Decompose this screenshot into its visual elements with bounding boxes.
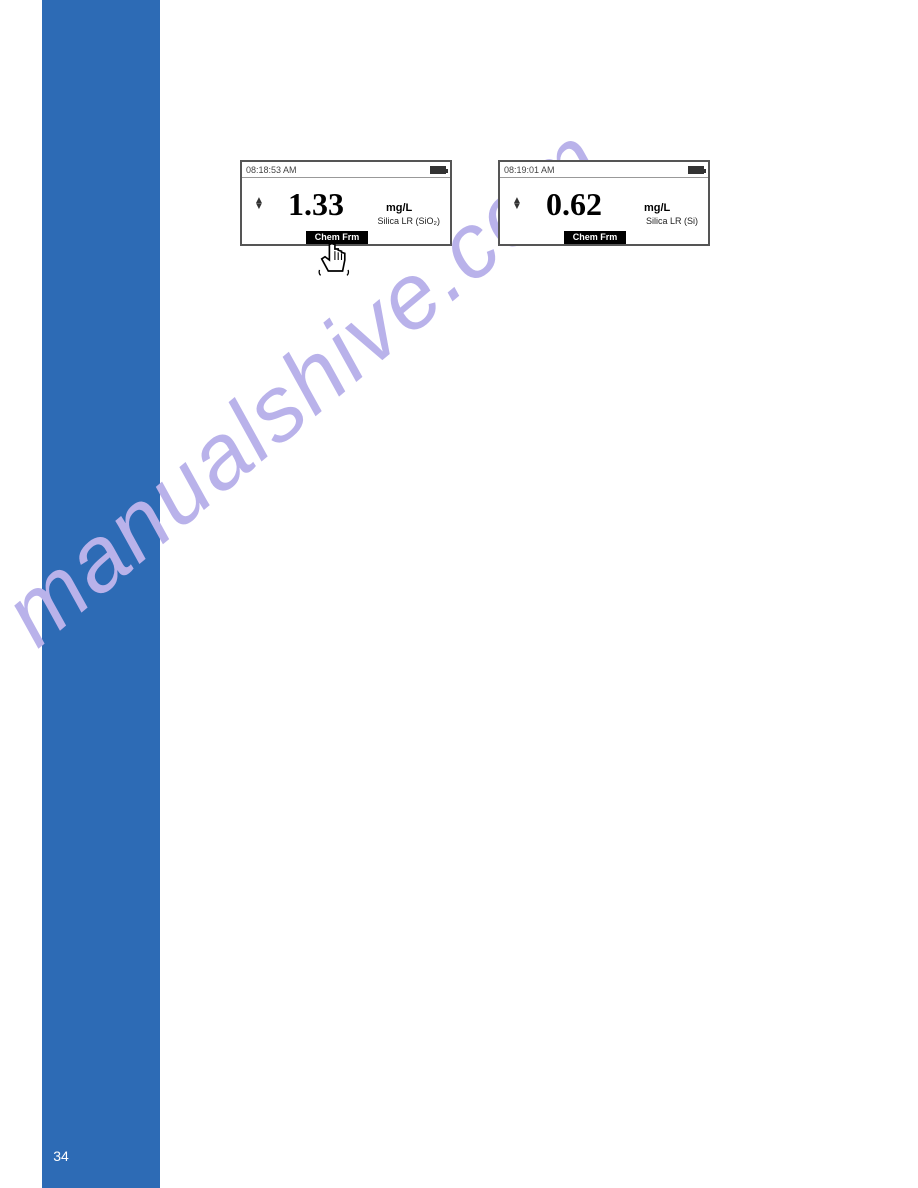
- hand-cursor-icon: [314, 238, 358, 282]
- reading-value-1: 1.33: [288, 186, 344, 223]
- reading-label-1: Silica LR (SiO₂): [377, 216, 440, 226]
- reading-unit-2: mg/L: [644, 202, 670, 214]
- device-screen-1: 08:18:53 AM ▲▼ 1.33 mg/L Silica LR (SiO₂…: [240, 160, 452, 246]
- reading-label-2: Silica LR (Si): [646, 216, 698, 226]
- reading-value-2: 0.62: [546, 186, 602, 223]
- updown-icon: ▲▼: [512, 198, 522, 210]
- content-area: 08:18:53 AM ▲▼ 1.33 mg/L Silica LR (SiO₂…: [240, 160, 710, 246]
- battery-icon: [688, 166, 704, 174]
- screen-body-2: ▲▼ 0.62 mg/L Silica LR (Si) Chem Frm: [500, 178, 708, 246]
- sidebar-stripe: [42, 0, 160, 1188]
- screen-body-1: ▲▼ 1.33 mg/L Silica LR (SiO₂) Chem Frm: [242, 178, 450, 246]
- device-screen-2: 08:19:01 AM ▲▼ 0.62 mg/L Silica LR (Si) …: [498, 160, 710, 246]
- time-label-1: 08:18:53 AM: [246, 165, 297, 175]
- screen-header-1: 08:18:53 AM: [242, 162, 450, 178]
- time-label-2: 08:19:01 AM: [504, 165, 555, 175]
- battery-icon: [430, 166, 446, 174]
- screen-header-2: 08:19:01 AM: [500, 162, 708, 178]
- updown-icon: ▲▼: [254, 198, 264, 210]
- chem-frm-button-2[interactable]: Chem Frm: [564, 231, 626, 244]
- page-number: 34: [42, 1142, 80, 1170]
- reading-unit-1: mg/L: [386, 202, 412, 214]
